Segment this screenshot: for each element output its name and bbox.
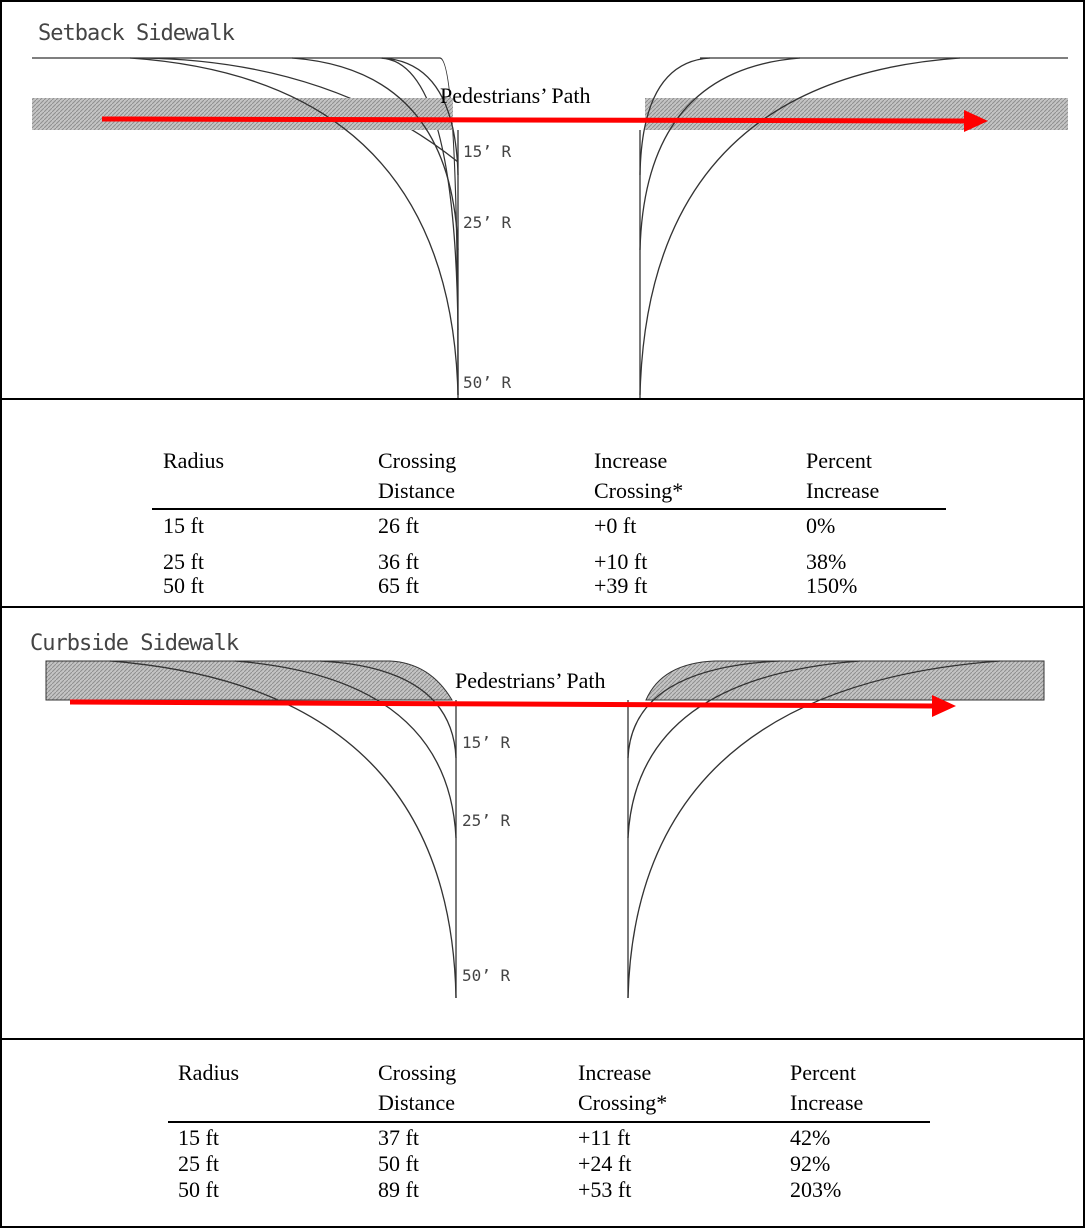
curbside-cell-r2-percent: 92% [790, 1151, 831, 1176]
setback-cell-r1-increase: +0 ft [594, 513, 637, 538]
curbside-path-label: Pedestrians’ Path [455, 668, 606, 693]
curbside-header-crossing-distance: Crossing Distance [378, 1060, 457, 1115]
setback-sidewalk-diagram: Setback Sidewalk 15’ R 25’ R 50’ R Pedes… [32, 21, 1068, 398]
setback-curve-50ft-right [639, 57, 961, 396]
curbside-cell-r3-increase: +53 ft [578, 1177, 632, 1202]
curbside-curve-25ft-left [234, 660, 457, 839]
curbside-radius-label-15: 15’ R [462, 733, 511, 752]
curbside-radius-label-50: 50’ R [462, 966, 511, 985]
setback-cell-r3-increase: +39 ft [594, 573, 648, 598]
curbside-curve-15ft-right [627, 660, 781, 759]
setback-cell-r1-distance: 26 ft [378, 513, 419, 538]
curbside-crossing-table: Radius Crossing Distance Increase Crossing… [0, 1040, 1085, 1228]
curbside-cell-r3-distance: 89 ft [378, 1177, 419, 1202]
setback-path-arrowhead [964, 110, 988, 132]
curbside-radius-label-25: 25’ R [462, 811, 511, 830]
setback-cell-r3-distance: 65 ft [378, 573, 419, 598]
curbside-cell-r2-distance: 50 ft [378, 1151, 419, 1176]
setback-radius-label-50: 50’ R [463, 373, 512, 392]
curbside-sidewalk-title: Curbside Sidewalk [30, 631, 239, 656]
curbside-header-rule [168, 1121, 930, 1123]
curbside-cell-r1-radius: 15 ft [178, 1125, 219, 1150]
divider-2 [0, 606, 1085, 608]
curbside-cell-r1-distance: 37 ft [378, 1125, 419, 1150]
setback-radius-label-15: 15’ R [463, 142, 512, 161]
curbside-cell-r3-radius: 50 ft [178, 1177, 219, 1202]
curbside-cell-r2-radius: 25 ft [178, 1151, 219, 1176]
curbside-curve-50ft-left [109, 660, 457, 999]
setback-path-arrow-shaft [101, 116, 967, 124]
setback-header-crossing-distance: Crossing Distance [378, 448, 457, 503]
curbside-cell-r3-percent: 203% [790, 1177, 842, 1202]
curbside-cell-r1-percent: 42% [790, 1125, 831, 1150]
setback-path-label: Pedestrians’ Path [440, 83, 591, 108]
setback-sidewalk-title: Setback Sidewalk [38, 21, 235, 46]
setback-header-rule [152, 508, 946, 510]
curbside-cell-r2-increase: +24 ft [578, 1151, 632, 1176]
setback-cell-r1-percent: 0% [806, 513, 836, 538]
curbside-curve-15ft-left [319, 660, 457, 759]
setback-cell-r2-radius: 25 ft [163, 549, 204, 574]
curbside-path-arrow-shaft [69, 699, 935, 709]
setback-radius-label-25: 25’ R [463, 213, 512, 232]
setback-cell-r2-percent: 38% [806, 549, 847, 574]
setback-cell-r3-radius: 50 ft [163, 573, 204, 598]
curbside-path-arrowhead [932, 695, 956, 717]
curbside-header-percent-increase: Percent Increase [790, 1060, 864, 1115]
setback-header-percent-increase: Percent Increase [806, 448, 880, 503]
setback-cell-r2-increase: +10 ft [594, 549, 648, 574]
curbside-curve-25ft-right [627, 660, 861, 839]
curbside-sidewalk-diagram: Curbside Sidewalk 15’ R 25’ R 50’ R Pede… [30, 631, 1045, 999]
setback-curve-25ft-right [639, 57, 801, 251]
curbside-cell-r1-increase: +11 ft [578, 1125, 631, 1150]
setback-sidewalk-band-left [32, 98, 453, 130]
setback-cell-r2-distance: 36 ft [378, 549, 419, 574]
setback-curve-15ft-left [381, 57, 459, 176]
curbside-header-increase-crossing: Increase Crossing* [578, 1060, 668, 1115]
divider-3 [0, 1038, 1085, 1040]
setback-curve-25ft-left [291, 57, 459, 251]
setback-sidewalk-band-right [645, 98, 1068, 130]
curbside-sidewalk-band-left [45, 660, 453, 701]
setback-curve-15ft-right [639, 57, 711, 176]
setback-cell-r3-percent: 150% [806, 573, 858, 598]
setback-cell-r1-radius: 15 ft [163, 513, 204, 538]
setback-header-radius: Radius [163, 448, 225, 473]
setback-crossing-table: Radius Crossing Distance Increase Crossing… [0, 400, 1085, 606]
curbside-curve-50ft-right [627, 660, 1001, 999]
divider-1 [0, 398, 1085, 400]
curbside-header-radius: Radius [178, 1060, 240, 1085]
setback-curve-50ft-left [129, 57, 459, 396]
curbside-sidewalk-band-right [645, 660, 1045, 701]
setback-header-increase-crossing: Increase Crossing* [594, 448, 684, 503]
